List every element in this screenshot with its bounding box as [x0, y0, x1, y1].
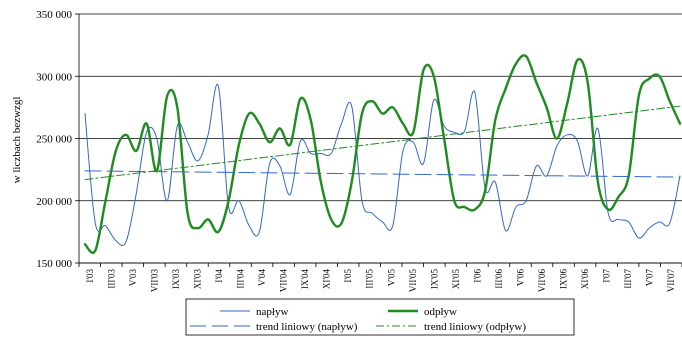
legend-box [185, 298, 575, 336]
x-tick-label: XI'06 [580, 269, 590, 290]
y-tick-label: 150 000 [36, 258, 72, 270]
legend-label-odpływ: odpływ [424, 306, 457, 318]
x-tick-label: VII'06 [537, 269, 547, 293]
legend-label-trend-odpływ: trend liniowy (odpływ) [424, 321, 526, 333]
x-tick-label: III'07 [623, 269, 633, 289]
x-tick-label: I'05 [343, 269, 353, 283]
x-tick-label: III'03 [106, 269, 116, 289]
x-tick-label: XI'05 [451, 269, 461, 290]
x-tick-label: XI'04 [322, 269, 332, 290]
y-axis-title: w liczbach bezwzgl [11, 97, 23, 184]
x-tick-label: I'03 [85, 269, 95, 283]
series-line-1 [83, 54, 682, 255]
x-tick-label: V'06 [515, 269, 525, 287]
x-tick-label: IX'04 [300, 269, 310, 290]
legend: napływ odpływ trend liniowy (napływ) tre… [185, 298, 575, 336]
legend-label-trend-napływ: trend liniowy (napływ) [256, 321, 358, 333]
grid-lines [79, 13, 682, 264]
x-tick-label: V'04 [257, 269, 267, 287]
x-tick-label: V'05 [386, 269, 396, 287]
x-tick-label: III'04 [236, 269, 246, 289]
y-tick-labels: 150 000 200 000 250 000 300 000 350 000 [36, 9, 72, 270]
x-tick-label: I'07 [602, 269, 612, 283]
x-tick-label: I'06 [472, 269, 482, 283]
axes [75, 13, 682, 267]
x-tick-label: VII'03 [149, 269, 159, 293]
x-tick-label: IX'05 [429, 269, 439, 290]
x-tick-label: III'06 [494, 269, 504, 289]
x-tick-labels: I'03 III'03 V'03 VII'03 IX'03 XI'03 I'04 III'04… [85, 269, 676, 293]
x-tick-label: IX'06 [559, 269, 569, 290]
y-tick-label: 300 000 [36, 71, 72, 83]
x-tick-label: V'03 [128, 269, 138, 287]
x-tick-label: VII'07 [666, 269, 676, 293]
y-tick-label: 350 000 [36, 9, 72, 21]
x-tick-label: IX'03 [171, 269, 181, 290]
x-tick-label: III'05 [365, 269, 375, 289]
y-tick-label: 250 000 [36, 134, 72, 146]
x-tick-label: V'07 [645, 269, 655, 287]
y-tick-label: 200 000 [36, 196, 72, 208]
x-tick-label: XI'03 [192, 269, 202, 290]
x-tick-label: VII'04 [279, 269, 289, 293]
series-line-3 [84, 105, 681, 181]
series-lines [83, 54, 682, 255]
legend-label-napływ: napływ [256, 306, 288, 318]
series-line-0 [84, 83, 681, 247]
x-tick-label: VII'05 [408, 269, 418, 293]
series-line-2 [84, 170, 681, 178]
x-tick-label: I'04 [214, 269, 224, 283]
